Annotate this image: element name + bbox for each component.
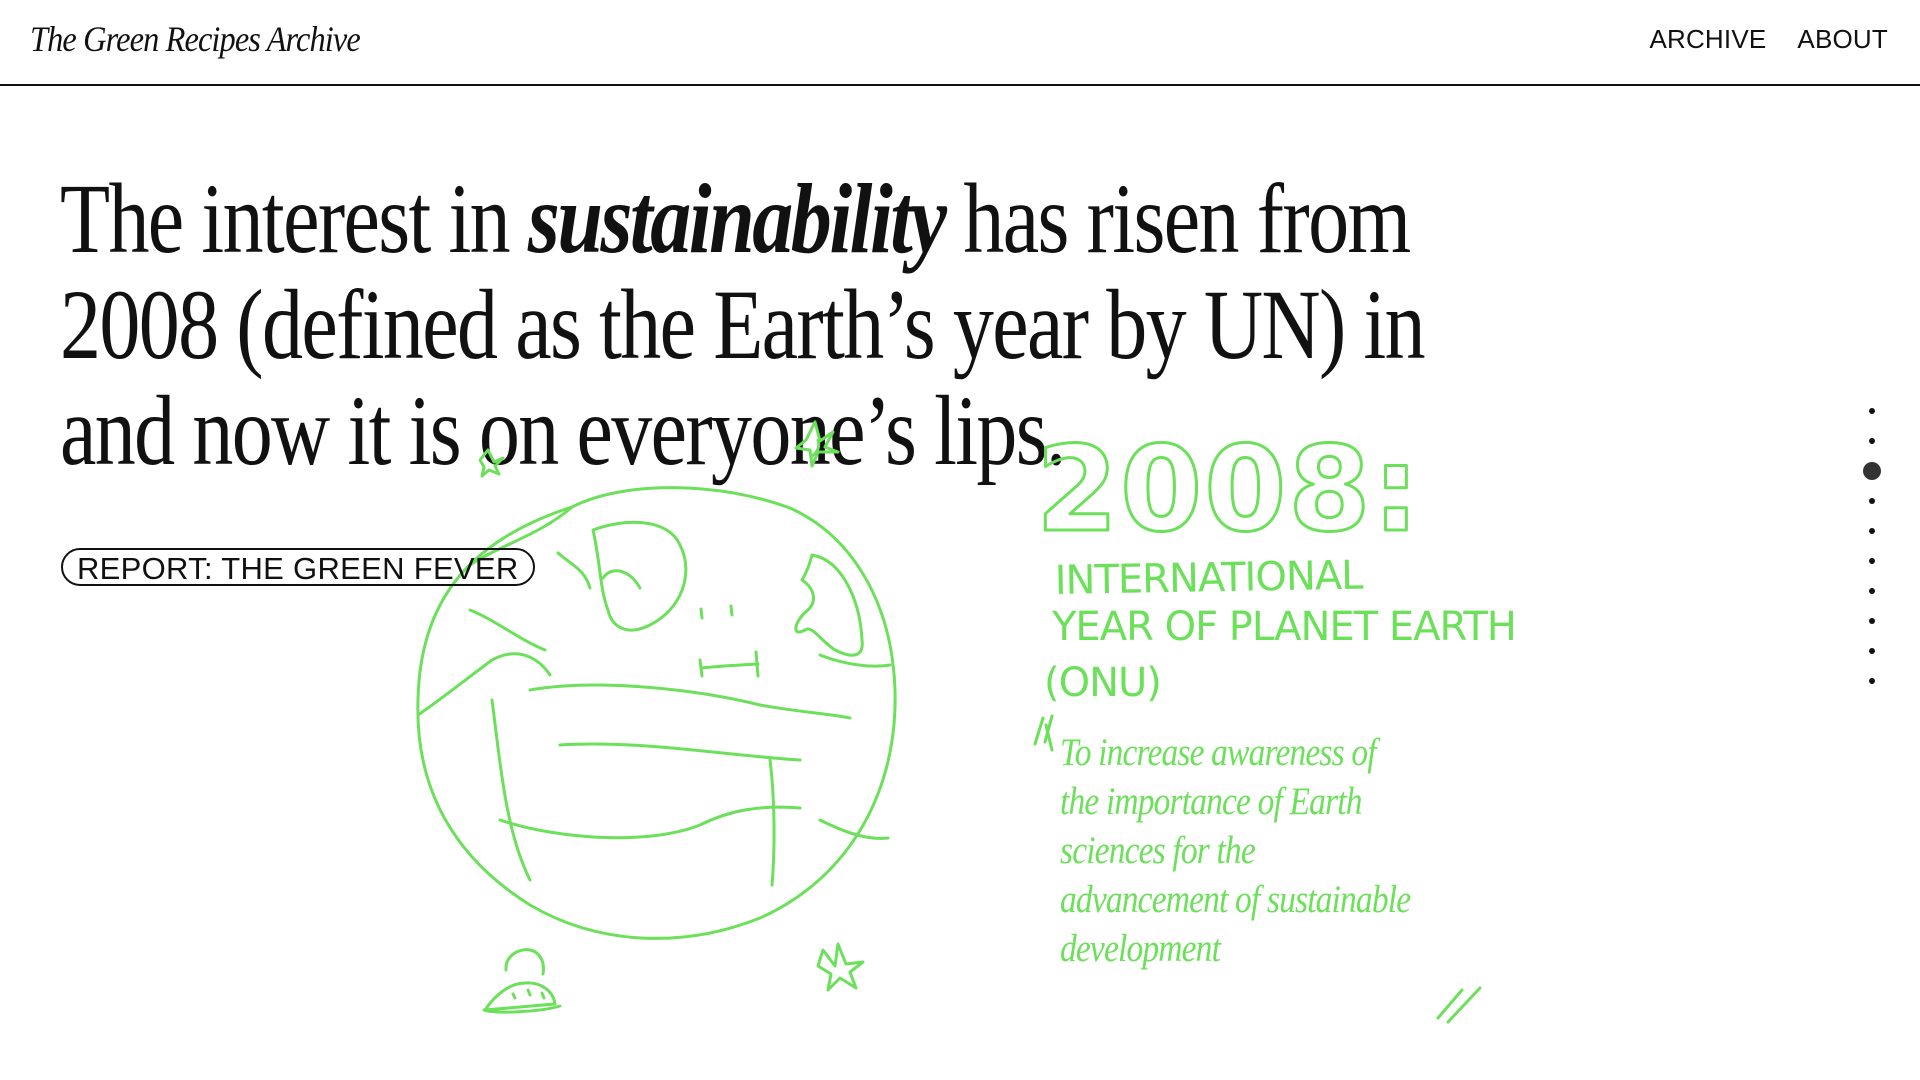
event-line-1: INTERNATIONAL [1054,553,1364,604]
page-dot-9[interactable] [1869,648,1875,654]
page-dot-7[interactable] [1869,588,1875,594]
page-dot-8[interactable] [1869,618,1875,624]
page-dot-3-active[interactable] [1863,462,1881,480]
main-nav: ARCHIVE ABOUT [1649,24,1888,55]
event-line-2: YEAR OF PLANET EARTH [1051,604,1516,650]
report-button[interactable]: REPORT: THE GREEN FEVER [61,548,535,586]
ufo-icon [482,948,562,1014]
page-dot-2[interactable] [1869,438,1875,444]
page-dot-6[interactable] [1869,558,1875,564]
event-org: (ONU) [1044,660,1161,706]
nav-about[interactable]: ABOUT [1797,24,1888,54]
headline-text-start: The interest in [60,163,528,274]
headline-text-end: has risen from 2008 (defined as the Eart… [60,163,1426,486]
hero-headline: The interest in sustainability has risen… [60,166,1552,484]
nav-archive[interactable]: ARCHIVE [1649,24,1767,54]
site-title[interactable]: The Green Recipes Archive [30,19,361,59]
star-icon-lower [816,942,865,992]
illustration-description: To increase awareness of the importance … [1060,731,1411,970]
scroll-mark-icon [1044,723,1054,752]
top-bar: The Green Recipes Archive ARCHIVE ABOUT [0,0,1920,86]
page-dot-5[interactable] [1869,528,1875,534]
headline-emphasis: sustainability [527,163,947,274]
page-dot-1[interactable] [1869,408,1875,414]
page-dot-4[interactable] [1869,498,1875,504]
page-dot-10[interactable] [1869,678,1875,684]
section-pagination [1862,396,1882,696]
